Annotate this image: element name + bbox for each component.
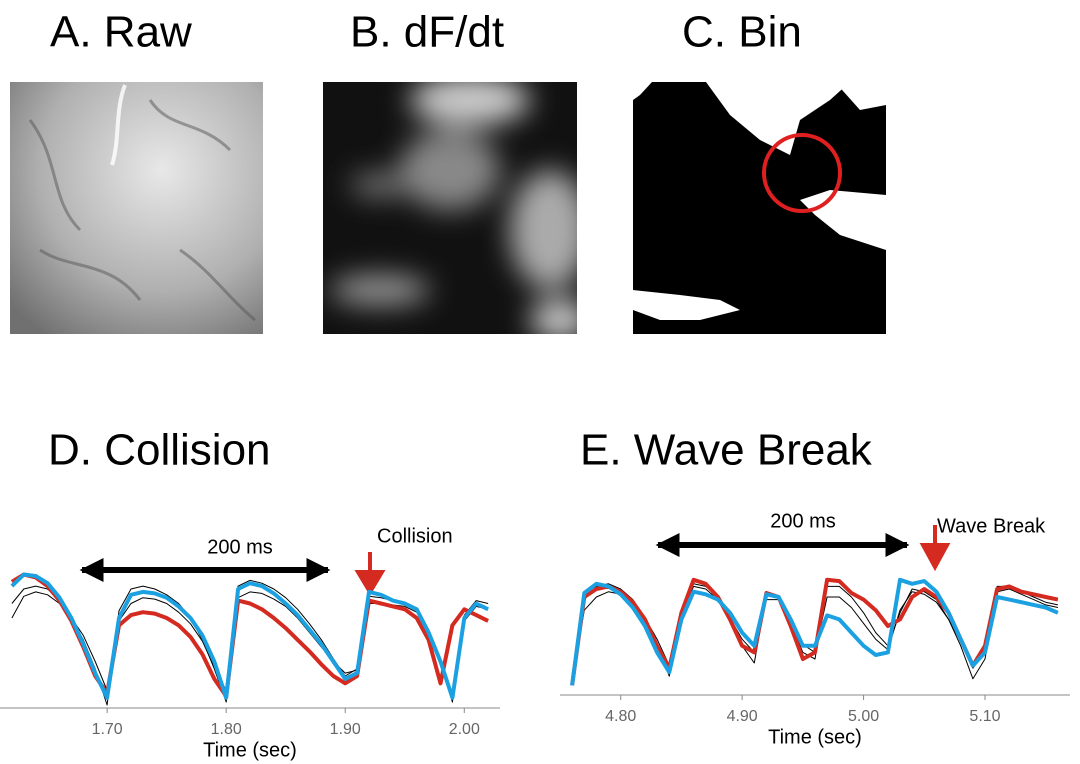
annotation: 200 ms <box>207 536 273 558</box>
x-tick-label: 2.00 <box>449 721 480 738</box>
panel-title: B. dF/dt <box>350 8 504 57</box>
chart-title: D. Collision <box>48 426 271 475</box>
x-tick-label: 1.80 <box>211 721 242 738</box>
panel-title: A. Raw <box>50 8 192 57</box>
x-axis-label: Time (sec) <box>203 739 297 761</box>
series-line <box>570 577 1059 686</box>
x-tick-label: 5.00 <box>848 708 879 725</box>
event-arrow <box>354 552 386 596</box>
dfdt-image <box>323 82 577 334</box>
x-tick-label: 1.90 <box>330 721 361 738</box>
series-line <box>11 591 489 694</box>
series-line <box>571 583 1059 680</box>
series-line <box>10 572 489 700</box>
panel-title: C. Bin <box>682 8 802 57</box>
annotation: Collision <box>377 525 453 547</box>
raw-image <box>10 82 263 334</box>
annotation: 200 ms <box>770 510 836 532</box>
x-tick-label: 1.70 <box>92 721 123 738</box>
x-tick-label: 5.10 <box>969 708 1000 725</box>
bin-image <box>633 82 886 334</box>
chart-title: E. Wave Break <box>580 426 873 475</box>
series-line <box>571 585 1059 682</box>
x-axis-label: Time (sec) <box>768 726 862 748</box>
x-tick-label: 4.90 <box>727 708 758 725</box>
x-tick-label: 4.80 <box>605 708 636 725</box>
series-line <box>570 577 1059 686</box>
event-arrow <box>919 525 951 572</box>
annotation: Wave Break <box>937 515 1046 537</box>
